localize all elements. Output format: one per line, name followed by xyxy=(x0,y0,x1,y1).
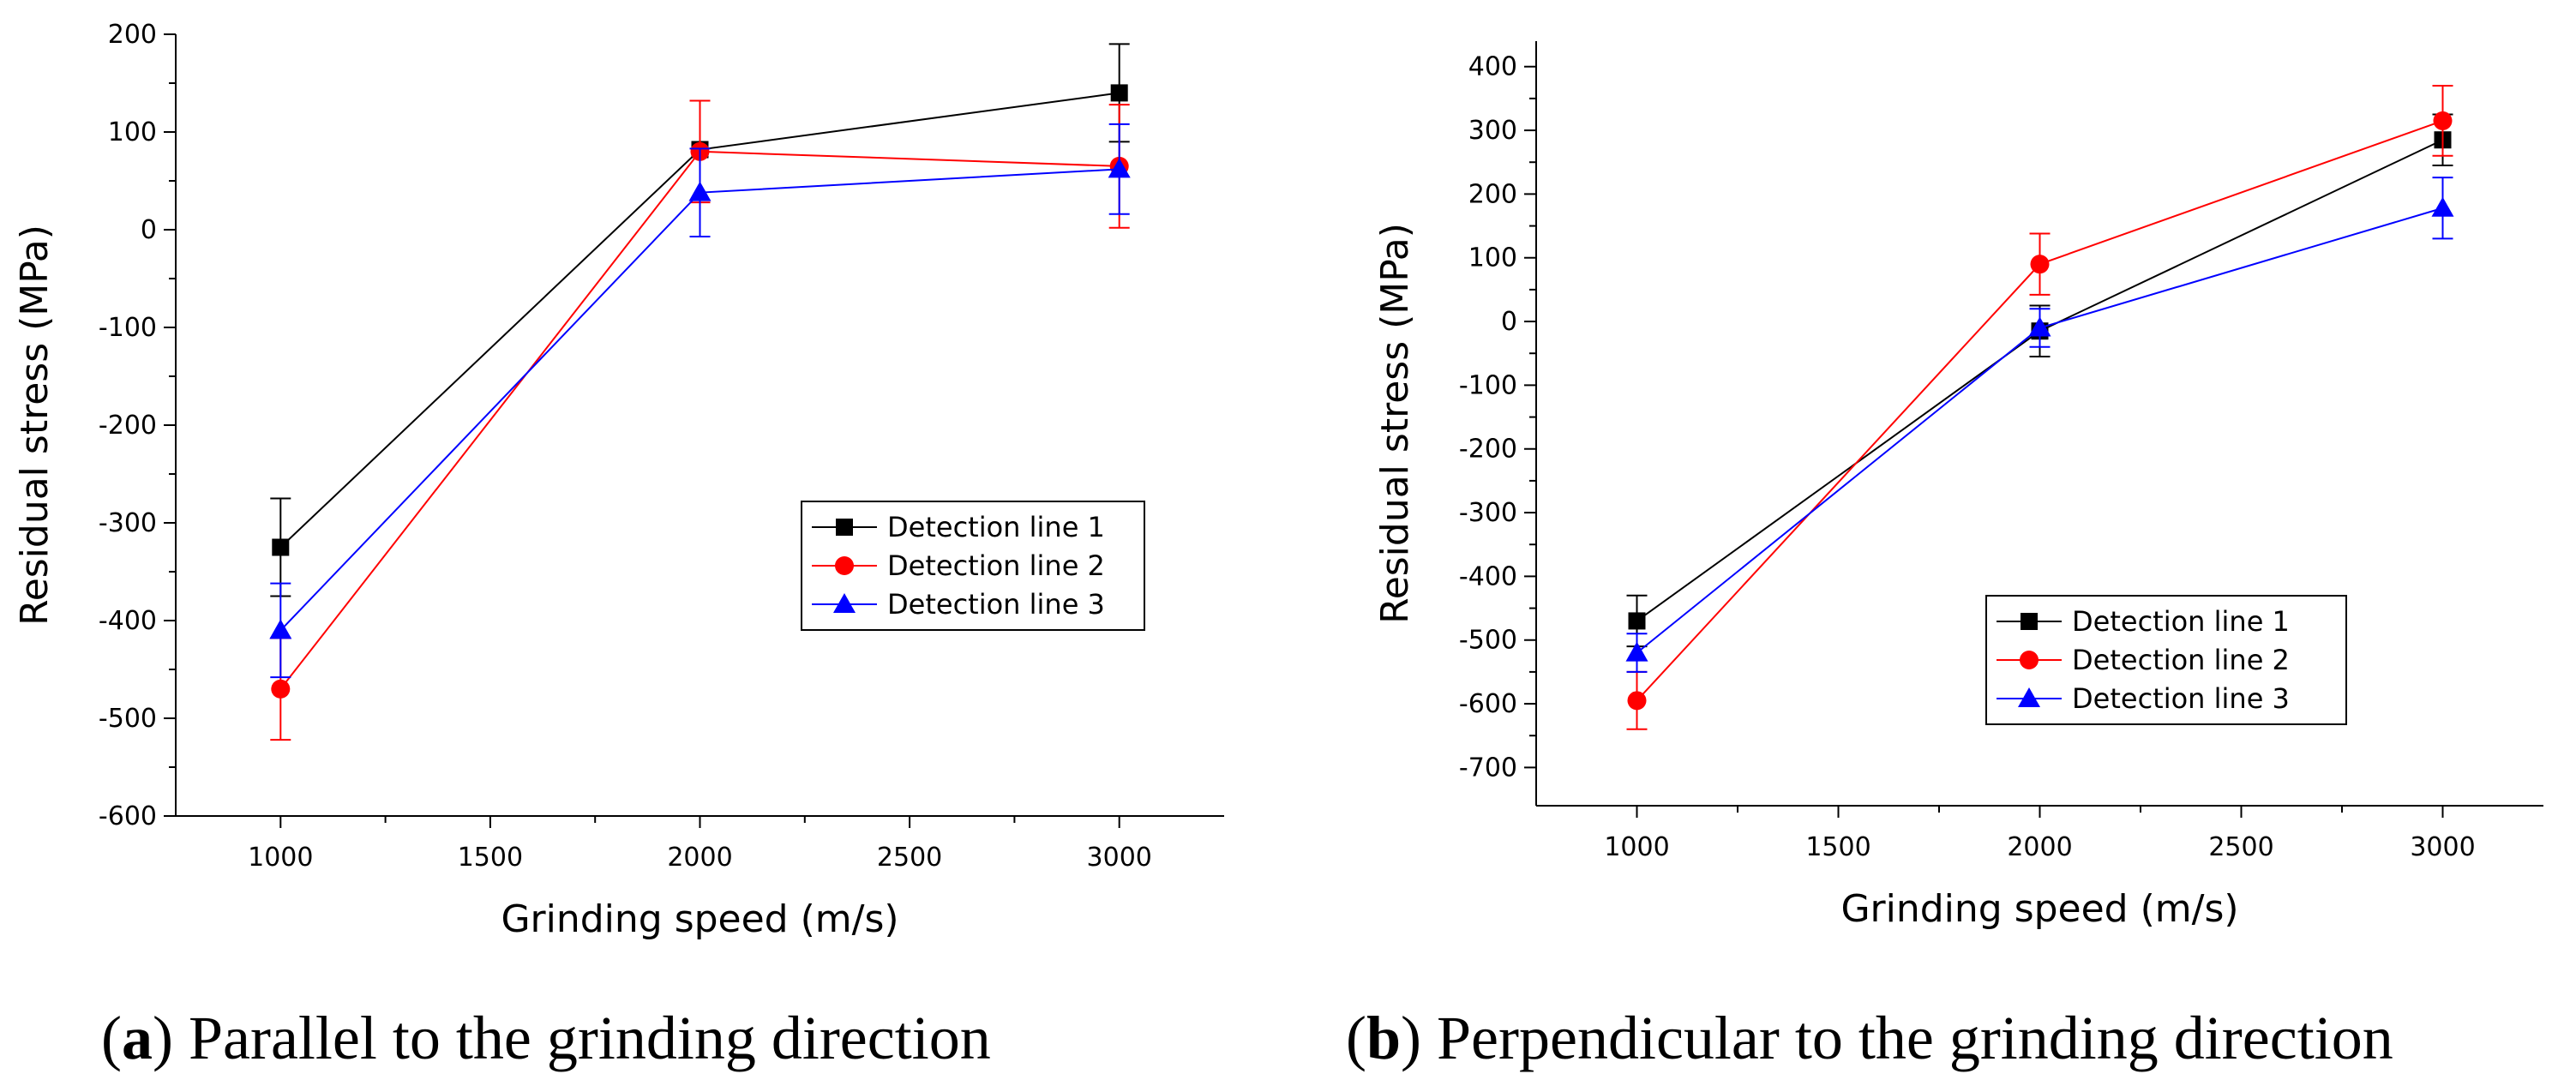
chart-a-series-1-point xyxy=(272,538,290,556)
chart-a-series-1-point xyxy=(1110,84,1128,102)
chart-a-series-3-point xyxy=(269,619,292,639)
chart-b-x-tick-label: 2000 xyxy=(2007,832,2072,862)
caption-a-label: a xyxy=(121,1004,153,1072)
chart-b-x-tick-label: 1000 xyxy=(1604,832,1669,862)
chart-b-legend-label-2: Detection line 2 xyxy=(2072,644,2290,676)
chart-b-x-axis-label: Grinding speed (m/s) xyxy=(1840,887,2238,931)
chart-b-y-tick-label: -700 xyxy=(1459,753,1517,783)
chart-a-legend-marker-3 xyxy=(833,593,856,613)
chart-b-y-tick-label: -100 xyxy=(1459,370,1517,400)
caption-a-text: Parallel to the grinding direction xyxy=(188,1004,991,1072)
chart-a-x-axis-label: Grinding speed (m/s) xyxy=(501,897,898,941)
chart-b-y-tick-label: -500 xyxy=(1459,626,1517,656)
chart-b-legend-label-1: Detection line 1 xyxy=(2072,605,2290,638)
caption-b-label: b xyxy=(1366,1004,1402,1072)
chart-a-y-tick-label: -500 xyxy=(99,704,157,734)
chart-b-legend-marker-2 xyxy=(2020,651,2039,669)
chart-b-x-tick-label: 3000 xyxy=(2410,832,2475,862)
chart-a-y-tick-label: 100 xyxy=(108,117,157,147)
chart-b-series-1-line xyxy=(1636,139,2443,622)
chart-a-y-tick-label: -400 xyxy=(99,606,157,636)
chart-b-y-tick-label: -600 xyxy=(1459,689,1517,719)
chart-panel-a: 1000 1500 2000 2500 3000 -600 -500 -400 -300 -200… xyxy=(13,20,1224,1072)
chart-b-series-3-point xyxy=(2028,316,2051,337)
chart-a-y-tick-label: -600 xyxy=(99,801,157,831)
chart-panel-b: 1000 1500 2000 2500 3000 -700 -600 -500 -400 -300… xyxy=(1288,0,2576,1086)
chart-b-y-tick-label: -200 xyxy=(1459,435,1517,465)
chart-a-x-tick-label: 2500 xyxy=(877,843,942,873)
chart-b-x-tick-label: 1500 xyxy=(1805,832,1870,862)
chart-a-y-axis-label: Residual stress (MPa) xyxy=(13,225,57,626)
chart-b-y-axis-label: Residual stress (MPa) xyxy=(1373,223,1417,624)
chart-a-legend-marker-2 xyxy=(835,556,854,575)
chart-a-series-2-point xyxy=(271,679,291,699)
chart-a-svg: 1000 1500 2000 2500 3000-600-500-400-300-200… xyxy=(13,20,1224,941)
chart-a-y-tick-label: -200 xyxy=(99,411,157,441)
caption-b-text: Perpendicular to the grinding direction xyxy=(1437,1004,2393,1072)
chart-b-legend-marker-3 xyxy=(2018,687,2040,707)
chart-b-series-1-point xyxy=(1628,612,1646,630)
chart-b-series-2-point xyxy=(2030,255,2050,274)
chart-a-series-3-point xyxy=(688,181,712,201)
chart-b-series-3-point xyxy=(2431,196,2454,217)
chart-b-y-tick-label: -400 xyxy=(1459,561,1517,591)
chart-a-x-tick-label: 1000 xyxy=(248,843,313,873)
chart-b-legend-marker-1 xyxy=(2021,613,2038,630)
chart-a-x-tick-label: 3000 xyxy=(1087,843,1152,873)
chart-a-x-tick-label: 2000 xyxy=(667,843,732,873)
chart-b-series-2-point xyxy=(1627,691,1647,711)
chart-b-y-tick-label: 200 xyxy=(1468,179,1517,209)
chart-b-series-2-point xyxy=(2433,111,2453,130)
chart-a-legend-label-1: Detection line 1 xyxy=(887,511,1105,543)
chart-a-series-3-point xyxy=(1108,158,1131,178)
caption-a: (a) Parallel to the grinding direction xyxy=(101,1004,991,1072)
chart-b-legend-label-3: Detection line 3 xyxy=(2072,682,2290,715)
chart-a-legend-marker-1 xyxy=(836,519,853,536)
chart-b-y-tick-label: 400 xyxy=(1468,52,1517,82)
chart-a-legend-label-2: Detection line 2 xyxy=(887,549,1105,582)
chart-b-y-tick-label: 100 xyxy=(1468,243,1517,273)
chart-a-y-tick-label: -100 xyxy=(99,313,157,343)
chart-b-y-tick-label: 0 xyxy=(1501,307,1517,337)
chart-a-legend-label-3: Detection line 3 xyxy=(887,588,1105,621)
caption-b: (b) Perpendicular to the grinding direct… xyxy=(1346,1004,2393,1072)
chart-b-y-tick-label: -300 xyxy=(1459,498,1517,528)
chart-a-x-tick-label: 1500 xyxy=(458,843,523,873)
chart-b-series-3-point xyxy=(1625,641,1648,662)
chart-b-svg: 1000 1500 2000 2500 3000-700-600-500-400-300… xyxy=(1373,41,2543,931)
chart-a-y-tick-label: 0 xyxy=(141,215,157,245)
chart-b-y-tick-label: 300 xyxy=(1468,116,1517,146)
chart-b-x-tick-label: 2500 xyxy=(2208,832,2273,862)
chart-a-y-tick-label: 200 xyxy=(108,20,157,50)
chart-a-y-tick-label: -300 xyxy=(99,508,157,538)
